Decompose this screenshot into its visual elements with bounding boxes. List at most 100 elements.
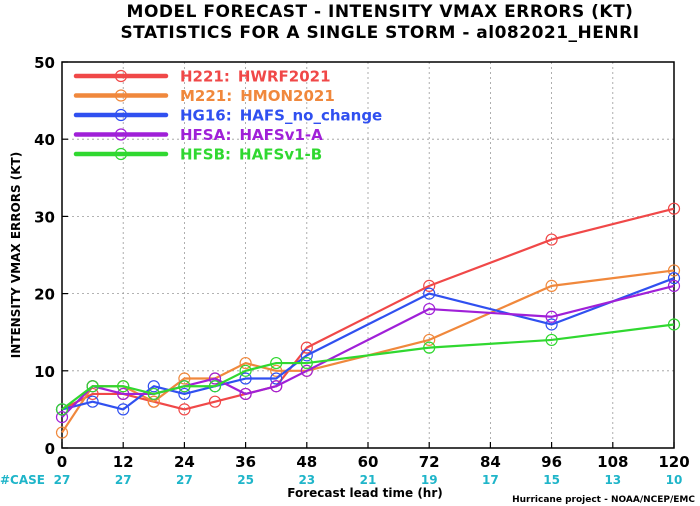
data-point xyxy=(86,380,99,393)
data-point xyxy=(300,364,313,377)
legend-model-name: HMON2021 xyxy=(240,87,335,105)
data-point xyxy=(178,403,191,416)
legend-model-name: HAFS_no_change xyxy=(240,107,382,125)
x-tick-label: 72 xyxy=(419,453,440,471)
data-point xyxy=(545,310,558,323)
x-tick-label: 108 xyxy=(597,453,628,471)
legend-marker xyxy=(114,108,128,122)
data-point xyxy=(423,279,436,292)
data-point xyxy=(239,356,252,370)
data-point xyxy=(178,380,191,393)
y-tick-label: 10 xyxy=(34,363,55,381)
legend-code: M221: xyxy=(180,87,232,105)
legend-code: HFSA: xyxy=(180,126,232,144)
legend-entry: HFSA: HAFSv1-A xyxy=(73,126,323,144)
data-point xyxy=(208,380,222,393)
case-count: 10 xyxy=(666,473,683,487)
y-tick-label: 50 xyxy=(34,54,55,72)
y-axis-label: INTENSITY VMAX ERRORS (KT) xyxy=(9,152,23,358)
legend-code: HG16: xyxy=(180,107,232,125)
data-point xyxy=(147,380,160,393)
data-point xyxy=(545,279,558,292)
data-point xyxy=(667,264,681,277)
data-point xyxy=(545,233,558,246)
data-point xyxy=(147,387,160,401)
data-point xyxy=(117,387,130,401)
series-layer xyxy=(55,202,681,439)
data-point xyxy=(545,318,558,331)
case-count: 23 xyxy=(298,473,315,487)
legend: H221: HWRF2021 M221: HMON2021 HG16: HAFS_no_c… xyxy=(73,68,382,164)
data-point xyxy=(239,372,252,385)
legend-entry: HG16: HAFS_no_change xyxy=(73,107,382,125)
data-point xyxy=(55,411,69,424)
series-hfsb xyxy=(55,318,681,416)
data-point xyxy=(423,341,436,354)
data-point xyxy=(545,333,558,347)
data-point xyxy=(239,364,252,377)
tick-labels: 0 12 24 36 48 60 72 84 96 108 120 0 10 20 30 40 50 xyxy=(34,54,690,471)
series-hfsa xyxy=(55,279,681,424)
x-tick-label: 0 xyxy=(57,453,67,471)
legend-label: H221: HWRF2021 xyxy=(180,68,331,86)
legend-label: HFSA: HAFSv1-A xyxy=(180,126,323,144)
case-count: 27 xyxy=(54,473,71,487)
data-point xyxy=(423,287,436,300)
case-count: 15 xyxy=(543,473,560,487)
x-tick-label: 24 xyxy=(174,453,195,471)
data-point xyxy=(423,302,436,316)
legend-entry: H221: HWRF2021 xyxy=(73,68,331,86)
x-tick-label: 84 xyxy=(480,453,501,471)
data-point xyxy=(300,356,313,370)
data-point xyxy=(178,372,191,385)
legend-model-name: HAFSv1-A xyxy=(240,126,324,144)
data-point xyxy=(55,403,69,416)
data-point xyxy=(117,403,130,416)
data-point xyxy=(55,426,69,439)
case-count: 19 xyxy=(421,473,438,487)
data-point xyxy=(117,380,130,393)
data-point xyxy=(86,395,99,408)
legend-model-name: HWRF2021 xyxy=(238,68,331,86)
legend-marker xyxy=(114,69,128,83)
x-tick-label: 48 xyxy=(296,453,317,471)
data-point xyxy=(300,341,313,354)
data-point xyxy=(667,272,681,285)
legend-label: M221: HMON2021 xyxy=(180,87,335,105)
data-point xyxy=(208,372,222,385)
data-point xyxy=(270,372,283,385)
data-point xyxy=(667,279,681,292)
y-tick-label: 0 xyxy=(45,440,55,458)
y-tick-label: 20 xyxy=(34,286,55,304)
data-point xyxy=(178,387,191,401)
y-tick-label: 30 xyxy=(34,208,55,226)
case-count: 27 xyxy=(176,473,193,487)
y-tick-label: 40 xyxy=(34,131,55,149)
data-point xyxy=(423,333,436,347)
case-count: 13 xyxy=(604,473,621,487)
legend-marker xyxy=(114,89,128,102)
data-point xyxy=(667,318,681,331)
legend-entry: M221: HMON2021 xyxy=(73,87,335,105)
data-point xyxy=(270,356,283,370)
legend-label: HFSB: HAFSv1-B xyxy=(180,146,322,164)
chart-subtitle: STATISTICS FOR A SINGLE STORM - al082021… xyxy=(120,23,639,43)
chart-title: MODEL FORECAST - INTENSITY VMAX ERRORS (… xyxy=(127,2,634,22)
data-point xyxy=(270,364,283,377)
data-point xyxy=(147,395,160,408)
legend-model-name: HAFSv1-B xyxy=(239,146,322,164)
case-count: 25 xyxy=(237,473,254,487)
x-tick-label: 96 xyxy=(541,453,562,471)
legend-marker xyxy=(114,147,128,161)
x-tick-label: 12 xyxy=(113,453,134,471)
legend-marker xyxy=(114,128,128,141)
data-point xyxy=(300,349,313,362)
x-axis-label: Forecast lead time (hr) xyxy=(287,486,443,500)
x-tick-label: 60 xyxy=(358,453,379,471)
case-count: 21 xyxy=(360,473,377,487)
case-counts: 27 27 27 25 23 21 19 17 15 13 10 xyxy=(54,473,683,487)
data-point xyxy=(208,395,222,408)
data-point xyxy=(667,202,681,215)
legend-code: H221: xyxy=(180,68,230,86)
